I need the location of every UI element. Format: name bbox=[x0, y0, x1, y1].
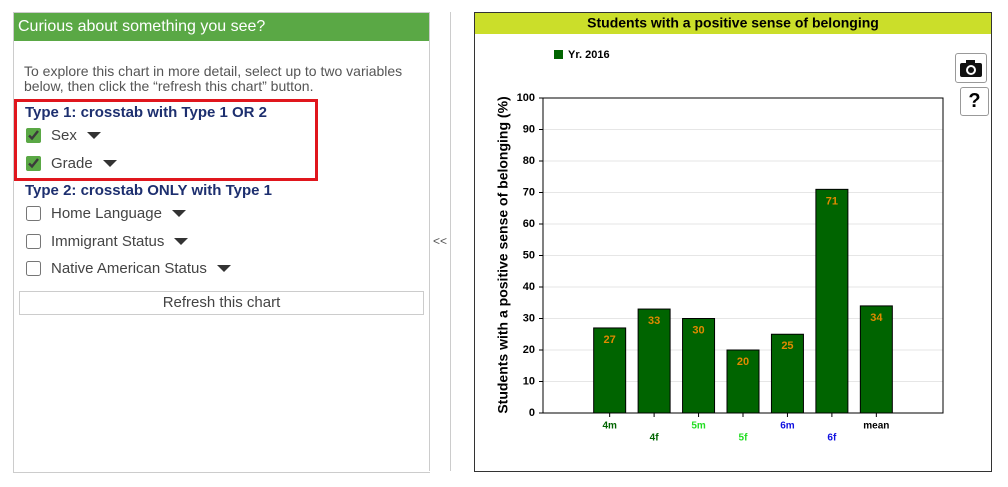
x-tick-label: 4m bbox=[602, 421, 617, 432]
x-tick-label: 6f bbox=[827, 433, 837, 444]
bar bbox=[815, 188, 849, 414]
y-tick-label: 100 bbox=[517, 92, 535, 104]
checkbox[interactable] bbox=[26, 128, 41, 143]
y-tick-label: 90 bbox=[523, 123, 535, 135]
panel-header: Curious about something you see? bbox=[14, 13, 430, 41]
value-label: 27 bbox=[604, 334, 616, 346]
y-tick-label: 60 bbox=[523, 218, 535, 230]
variable-option: Native American Status bbox=[25, 260, 231, 277]
checkbox[interactable] bbox=[26, 234, 41, 249]
y-tick-label: 70 bbox=[523, 186, 535, 198]
collapse-bar: << bbox=[429, 12, 451, 471]
y-tick-label: 30 bbox=[523, 312, 535, 324]
explore-panel: Curious about something you see? To expl… bbox=[13, 12, 430, 473]
y-tick-label: 80 bbox=[523, 155, 535, 167]
group-title: Type 1: crosstab with Type 1 OR 2 bbox=[25, 104, 268, 121]
option-label: Immigrant Status bbox=[51, 233, 165, 250]
dropdown-arrow[interactable] bbox=[216, 265, 231, 272]
chart-title: Students with a positive sense of belong… bbox=[587, 15, 879, 31]
title-bar bbox=[475, 13, 991, 34]
value-label: 33 bbox=[648, 315, 660, 327]
x-tick-label: 6m bbox=[780, 421, 795, 432]
dropdown-arrow[interactable] bbox=[86, 132, 101, 139]
x-tick-label: 5m bbox=[691, 421, 706, 432]
variable-option: Immigrant Status bbox=[25, 233, 189, 250]
legend-swatch bbox=[554, 50, 563, 59]
legend-label: Yr. 2016 bbox=[568, 49, 610, 61]
x-tick-label: 5f bbox=[739, 433, 749, 444]
value-label: 25 bbox=[781, 340, 793, 352]
option-label: Native American Status bbox=[51, 260, 207, 277]
refresh-button[interactable]: Refresh this chart bbox=[19, 291, 424, 315]
group-title: Type 2: crosstab ONLY with Type 1 bbox=[25, 182, 273, 199]
camera-icon bbox=[960, 60, 982, 77]
option-label: Grade bbox=[51, 155, 93, 172]
highlight-box bbox=[14, 99, 318, 181]
bar bbox=[726, 349, 760, 414]
option-label: Sex bbox=[51, 127, 77, 144]
variable-option: Grade bbox=[25, 155, 117, 172]
dropdown-arrow[interactable] bbox=[174, 238, 189, 245]
variable-option: Sex bbox=[25, 127, 101, 144]
chart: Students with a positive sense of belong… bbox=[474, 12, 992, 472]
camera-button[interactable] bbox=[955, 53, 987, 83]
variable-option: Home Language bbox=[25, 205, 186, 222]
collapse-toggle[interactable]: << bbox=[432, 234, 447, 248]
option-label: Home Language bbox=[51, 205, 162, 222]
y-tick-label: 50 bbox=[523, 249, 535, 261]
bar bbox=[859, 305, 893, 414]
dropdown-arrow[interactable] bbox=[171, 210, 186, 217]
x-tick-label: 4f bbox=[650, 433, 660, 444]
help-button[interactable]: ? bbox=[960, 87, 989, 116]
value-label: 30 bbox=[692, 324, 704, 336]
checkbox[interactable] bbox=[26, 156, 41, 171]
y-tick-label: 0 bbox=[529, 407, 535, 419]
y-tick-label: 40 bbox=[523, 281, 535, 293]
bar bbox=[593, 327, 627, 414]
bar bbox=[770, 333, 804, 414]
y-axis-label: Students with a positive sense of belong… bbox=[495, 96, 511, 413]
y-tick-label: 10 bbox=[523, 375, 535, 387]
dropdown-arrow[interactable] bbox=[102, 160, 117, 167]
bar bbox=[637, 308, 671, 414]
checkbox[interactable] bbox=[26, 206, 41, 221]
intro-text: To explore this chart in more detail, se… bbox=[24, 63, 403, 94]
bar bbox=[682, 318, 716, 414]
checkbox[interactable] bbox=[26, 261, 41, 276]
value-label: 71 bbox=[826, 195, 838, 207]
value-label: 34 bbox=[870, 312, 883, 324]
y-tick-label: 20 bbox=[523, 344, 535, 356]
x-tick-label: mean bbox=[863, 421, 889, 432]
value-label: 20 bbox=[737, 356, 749, 368]
